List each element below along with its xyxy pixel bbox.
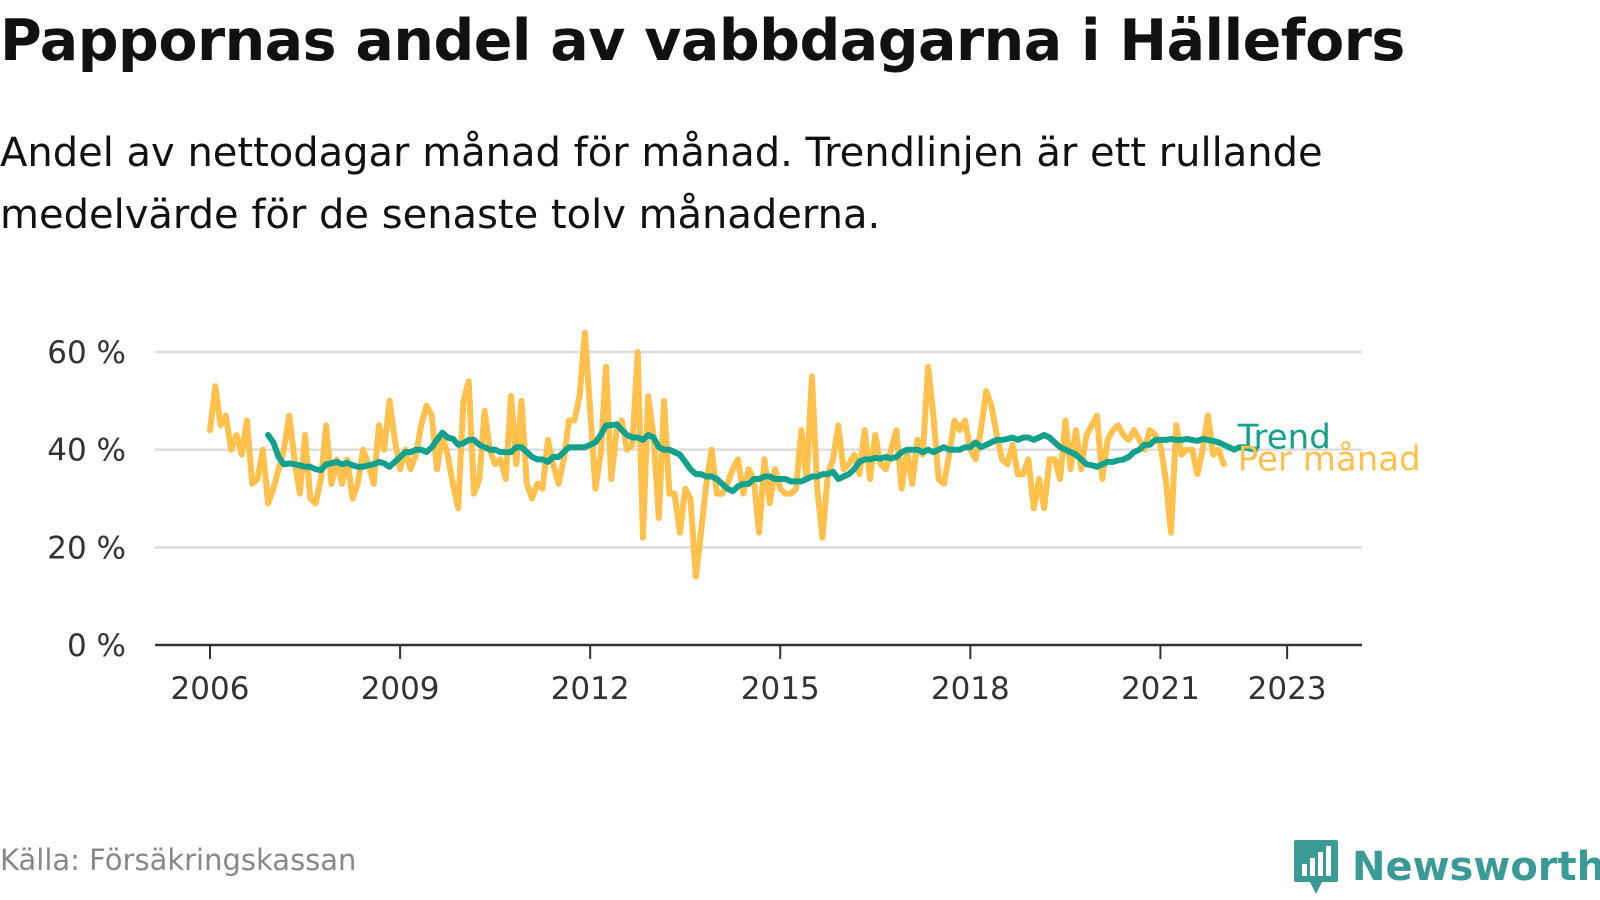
x-axis: 2006 2009 2012 2015 2018 2021 2023 — [171, 645, 1327, 707]
chart-title: Pappornas andel av vabbdagarna i Hällefo… — [0, 8, 1405, 74]
x-tick-label: 2012 — [551, 671, 630, 707]
newsworthy-logo[interactable]: Newsworthy — [1292, 838, 1600, 896]
y-tick-label: 40 % — [47, 433, 126, 469]
series-label-per-manad: Per månad — [1238, 439, 1421, 479]
y-tick-label: 0 % — [67, 628, 126, 664]
series-label-trend: Trend — [1237, 418, 1331, 458]
x-tick-label: 2006 — [171, 671, 250, 707]
brand-name: Newsworthy — [1352, 844, 1600, 890]
x-tick-label: 2015 — [741, 671, 820, 707]
y-axis-labels: 0 % 20 % 40 % 60 % — [47, 335, 126, 664]
series-lines — [207, 329, 1259, 580]
y-tick-label: 60 % — [47, 335, 126, 371]
x-tick-label: 2018 — [931, 671, 1010, 707]
x-tick-label: 2023 — [1248, 671, 1327, 707]
x-tick-label: 2021 — [1121, 671, 1200, 707]
chart-subtitle: Andel av nettodagar månad för månad. Tre… — [0, 130, 1323, 238]
source-note: Källa: Försäkringskassan — [0, 843, 357, 877]
y-tick-label: 20 % — [47, 530, 126, 566]
series-line-per-manad — [207, 329, 1227, 580]
series-line-trend — [265, 421, 1259, 495]
x-tick-label: 2009 — [361, 671, 440, 707]
logo-icon — [1294, 840, 1338, 894]
